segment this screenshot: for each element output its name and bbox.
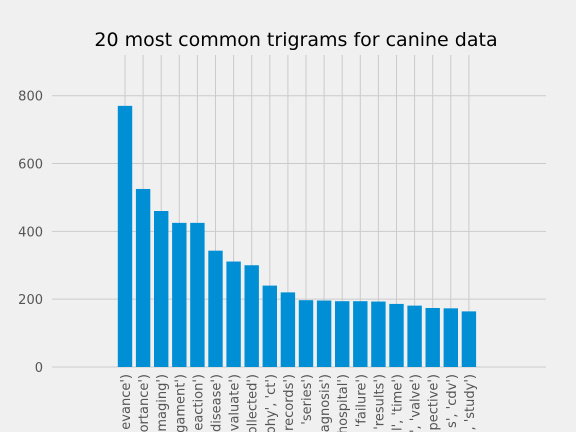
y-tick-label: 200 [18, 293, 43, 308]
bar [135, 188, 151, 367]
bars [117, 105, 477, 367]
bar [280, 292, 296, 367]
bar [190, 222, 205, 367]
bar [226, 261, 241, 367]
y-tick-labels: 0 200 400 600 800 [18, 90, 43, 376]
x-tick-label: ollected') [246, 374, 261, 432]
bar [117, 105, 133, 367]
x-tick-label: ', 'valve') [409, 374, 424, 432]
bar [316, 300, 332, 367]
bar [371, 301, 386, 367]
bar [208, 250, 223, 367]
bar [353, 301, 368, 367]
x-tick-label: 'results') [372, 374, 387, 430]
x-tick-label: evance') [119, 374, 134, 430]
bar [298, 300, 314, 367]
bar [172, 222, 187, 367]
bar [262, 285, 277, 367]
chart-title: 20 most common trigrams for canine data [94, 29, 497, 51]
x-tick-label: pective') [427, 374, 442, 430]
y-tick-label: 400 [18, 225, 43, 240]
x-tick-label: , 'study') [463, 374, 478, 431]
x-tick-label: eaction') [191, 374, 206, 431]
x-tick-label: records') [282, 374, 297, 431]
x-tick-labels: evance') ortance') maging') gament') eaction… [119, 374, 478, 432]
y-tick-label: 600 [18, 158, 43, 173]
x-tick-label: ohy', 'ct') [264, 374, 279, 432]
bar [461, 311, 477, 367]
bar [407, 305, 422, 367]
x-tick-label: 'series') [300, 374, 315, 425]
bar [244, 265, 259, 367]
x-tick-label: maging') [155, 374, 170, 432]
bar [335, 301, 350, 367]
bar [389, 303, 404, 367]
x-tick-label: valuate') [228, 374, 243, 431]
bar [425, 307, 440, 367]
bar [443, 308, 458, 367]
bar [154, 211, 169, 367]
y-tick-label: 800 [18, 90, 43, 105]
x-tick-label: l', 'time') [391, 374, 406, 431]
y-tick-label: 0 [35, 361, 43, 376]
x-tick-label: ortance') [137, 374, 152, 432]
x-tick-label: hospital') [336, 374, 351, 432]
x-tick-label: s', 'cdv') [445, 374, 460, 428]
x-tick-label: agnosis') [318, 374, 333, 432]
x-tick-label: gament') [173, 374, 188, 432]
x-tick-label: disease') [210, 374, 225, 432]
x-tick-label: 'failure') [354, 374, 369, 427]
